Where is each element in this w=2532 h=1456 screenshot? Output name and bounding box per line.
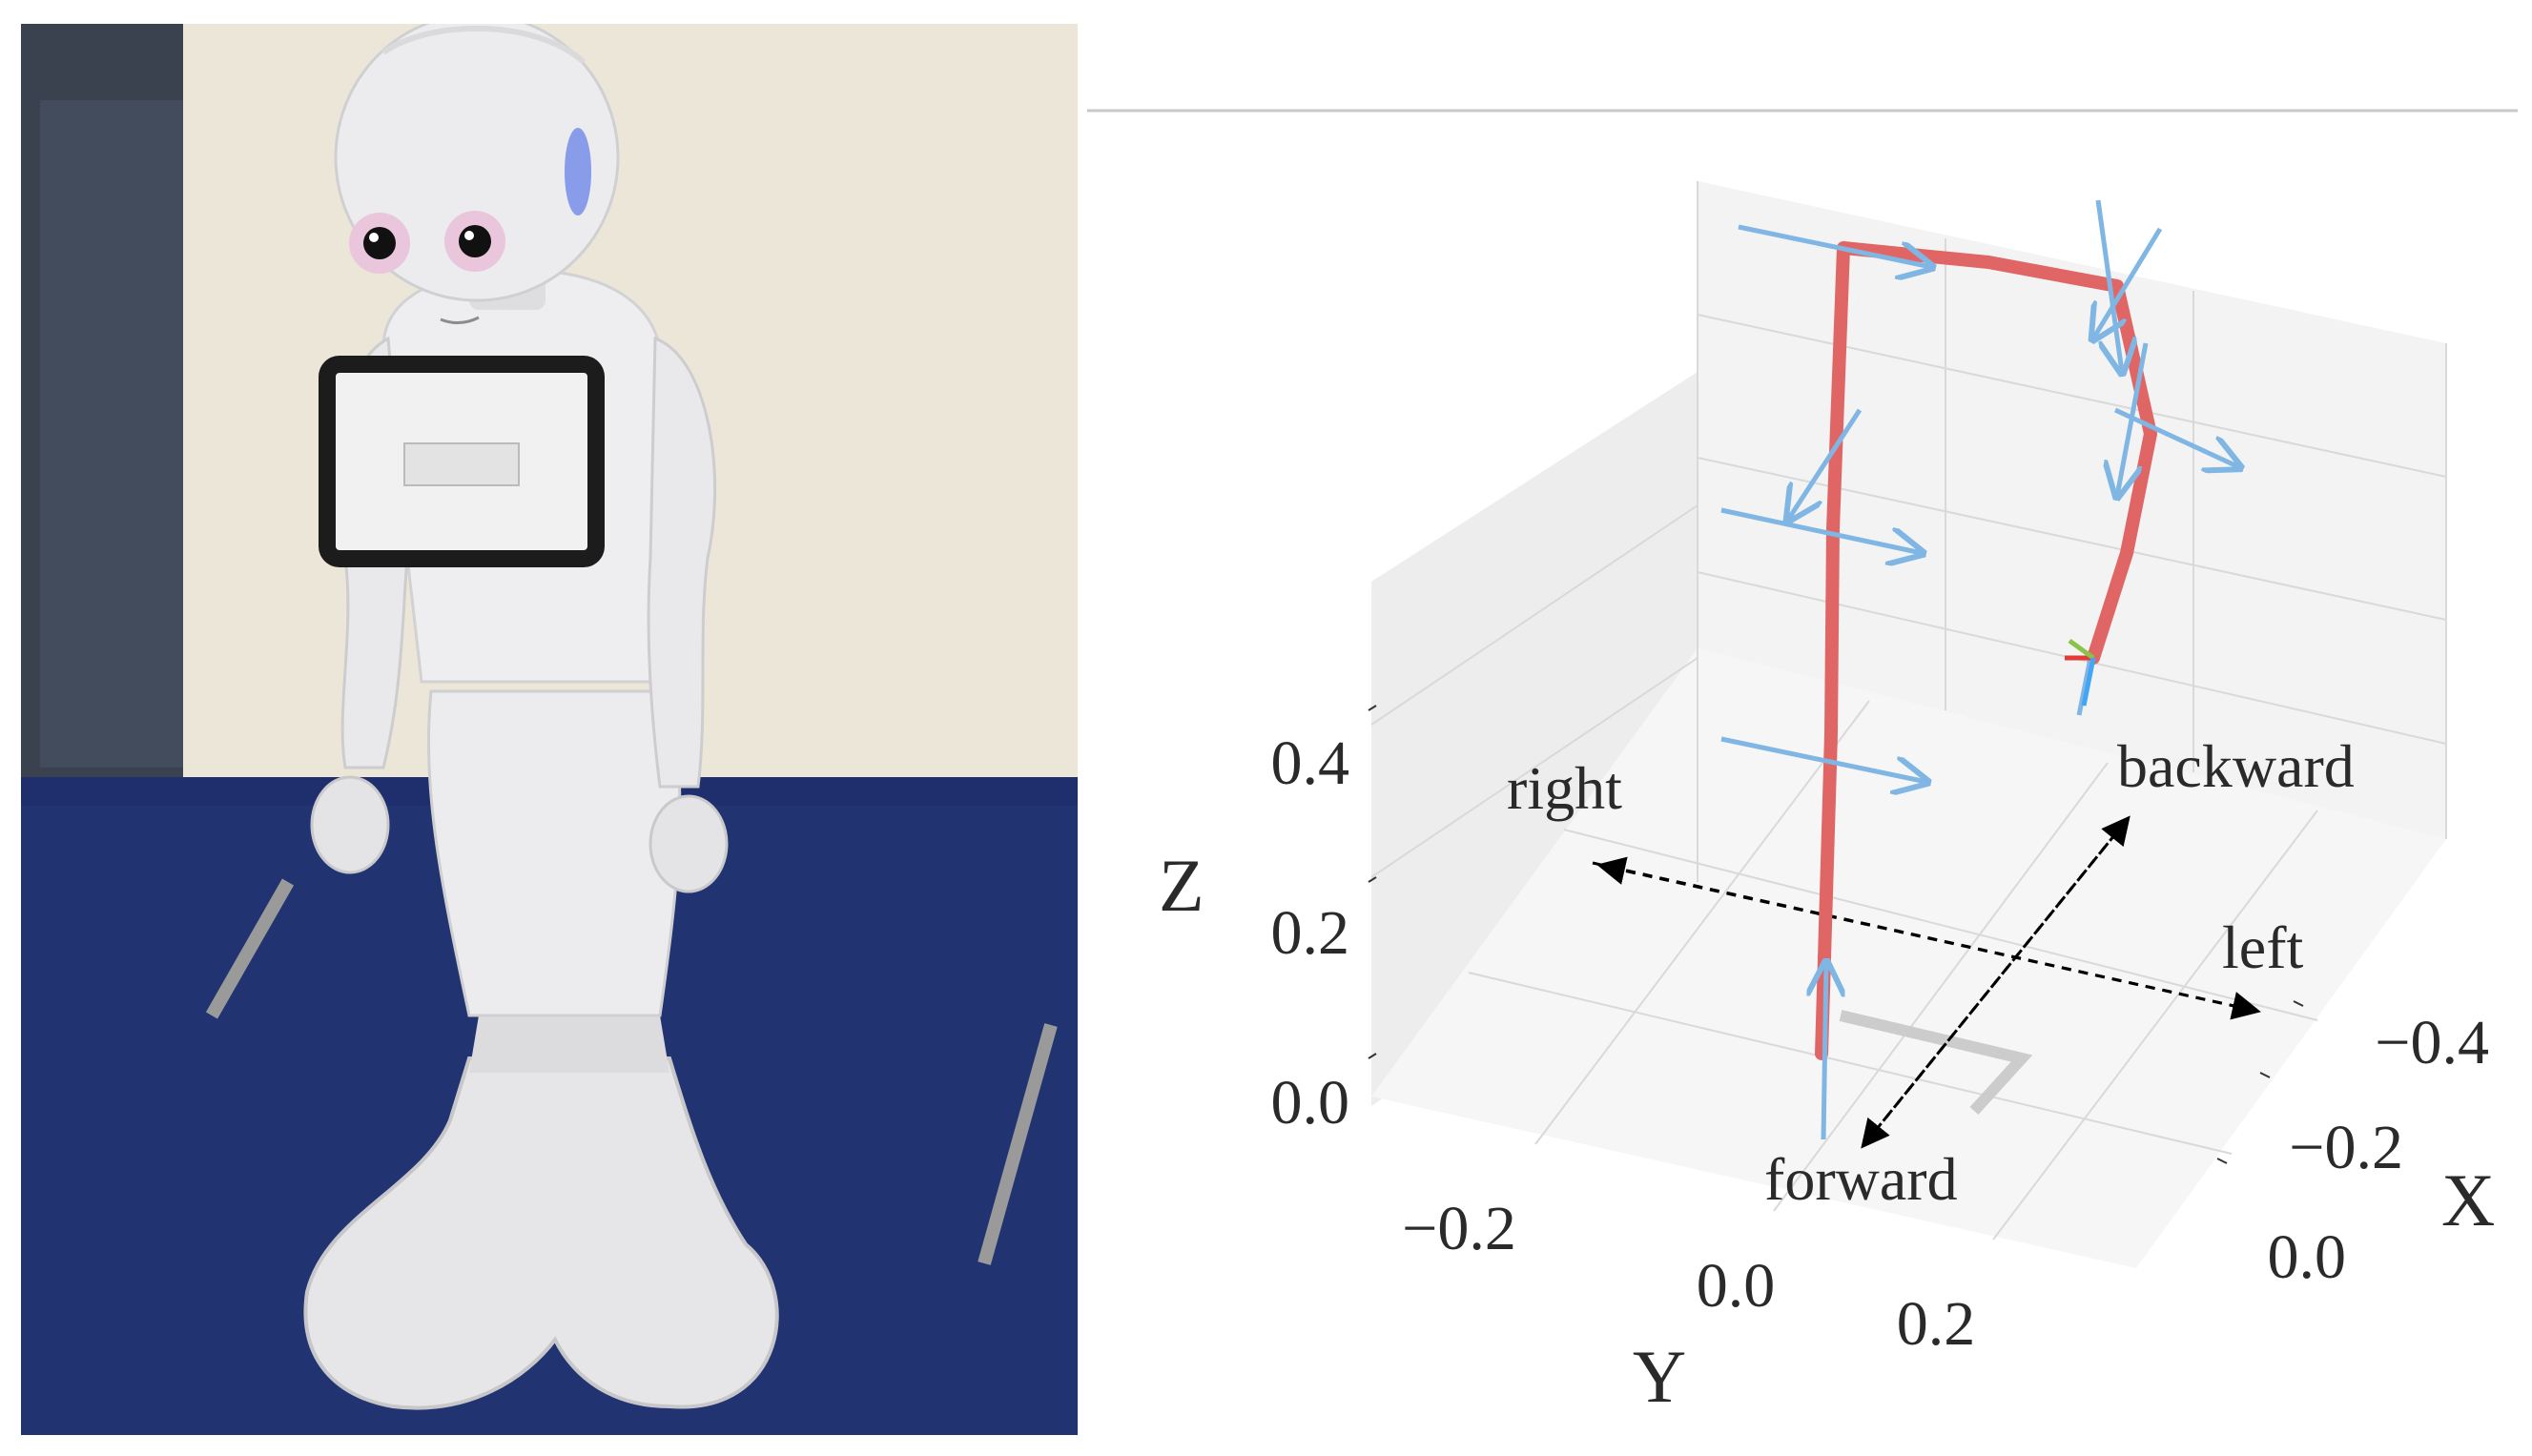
y-tick-label: 0.0: [1697, 1251, 1776, 1321]
skeleton-3d-plot: 0.4 0.2 0.0 Z −0.2 0.0 0.2 Y −0.4 −0.2 0…: [1087, 0, 2532, 1451]
right-arrow: [1596, 856, 2256, 1013]
robot-torso: [426, 689, 682, 1017]
y-axis-label: Y: [1633, 1335, 1686, 1418]
direction-label-backward: backward: [2117, 732, 2355, 800]
x-tick-label: −0.4: [2375, 1008, 2489, 1077]
back-pane: [1698, 181, 2446, 839]
z-tick-label: 0.2: [1271, 898, 1350, 968]
z-tick-label: 0.0: [1271, 1068, 1350, 1138]
z-tick-label: 0.4: [1271, 728, 1350, 798]
robot-left-arm: [647, 336, 717, 789]
x-tick-label: 0.0: [2268, 1222, 2347, 1292]
direction-label-forward: forward: [1764, 1145, 1958, 1213]
direction-label-right: right: [1507, 754, 1622, 822]
joint-frame-arrows: [1720, 199, 2239, 1140]
end-effector-frame: [2065, 638, 2096, 707]
x-tick-label: −0.2: [2289, 1113, 2403, 1182]
forward-arrow: [1861, 819, 2129, 1149]
floor-shadow: [1839, 1010, 2033, 1116]
robot-photo: [21, 24, 1078, 1435]
y-tick-label: −0.2: [1402, 1194, 1516, 1263]
skeleton-chain: [1815, 241, 2157, 1060]
x-axis-label: X: [2441, 1159, 2495, 1241]
robot-skeleton: [1815, 241, 2157, 1060]
direction-label-left: left: [2222, 913, 2304, 981]
direction-arrows: [1592, 815, 2261, 1149]
y-tick-label: 0.2: [1897, 1289, 1976, 1359]
floor-pane: [1371, 648, 2446, 1268]
robot-base: [303, 1056, 779, 1410]
z-axis-label: Z: [1159, 844, 1204, 927]
grid-lines: [1370, 181, 2447, 1241]
